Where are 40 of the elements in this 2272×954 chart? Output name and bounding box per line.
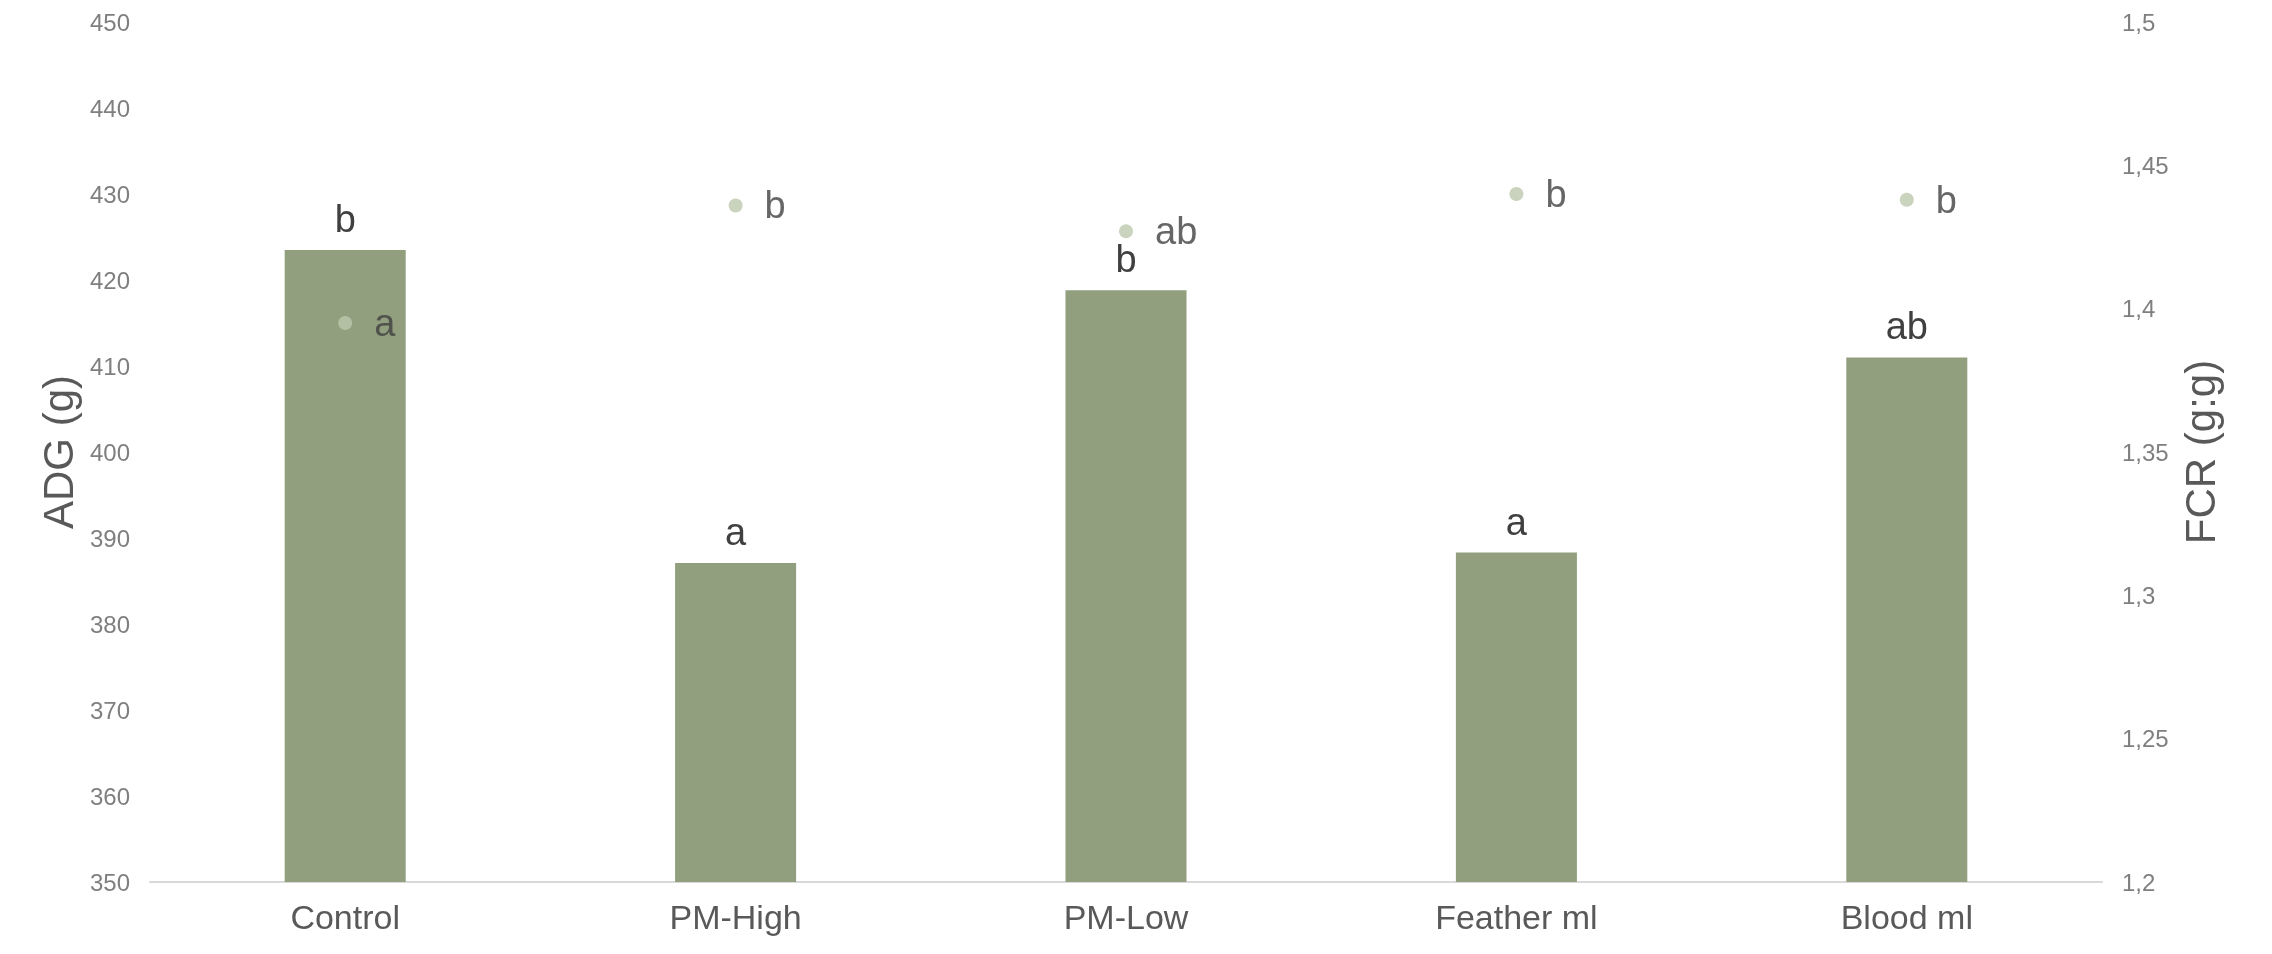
y-axis-title: ADG (g): [34, 374, 82, 530]
point: [1509, 187, 1524, 201]
y2-tick-label: 1,2: [2122, 868, 2156, 896]
y-tick-label: 400: [89, 438, 130, 466]
point: [338, 316, 353, 330]
y-tick-label: 350: [89, 868, 130, 896]
y2-tick-label: 1,5: [2122, 8, 2156, 36]
point: [1899, 192, 1914, 207]
y2-axis-title: FCR (g:g): [2177, 359, 2225, 545]
y-tick-label: 390: [89, 524, 130, 552]
x-tick-label: Control: [290, 898, 400, 936]
data-label: b: [334, 197, 356, 240]
y-tick-label: 420: [89, 266, 130, 294]
point: [1119, 224, 1133, 239]
y-tick-label: 450: [89, 8, 130, 36]
data-label: a: [1505, 500, 1528, 543]
y-tick-label: 410: [89, 352, 130, 380]
data-label: b: [1935, 178, 1957, 221]
data-label: b: [764, 184, 786, 227]
y2-tick-label: 1,25: [2122, 725, 2169, 753]
x-tick-label: Feather ml: [1435, 898, 1598, 936]
data-label: ab: [1885, 305, 1928, 348]
y-tick-label: 380: [89, 610, 130, 638]
point: [728, 198, 743, 213]
data-label: b: [1545, 173, 1567, 215]
y2-tick-label: 1,45: [2122, 151, 2169, 179]
y-tick-label: 440: [89, 94, 130, 122]
data-label: b: [1115, 238, 1137, 281]
y-tick-label: 430: [89, 180, 130, 208]
y2-tick-label: 1,3: [2122, 581, 2156, 609]
data-label: a: [725, 510, 748, 553]
y2-tick-label: 1,35: [2122, 438, 2169, 466]
y-tick-label: 370: [89, 696, 130, 724]
x-tick-label: Blood ml: [1840, 898, 1973, 936]
y2-tick-label: 1,4: [2122, 295, 2156, 323]
data-label: a: [374, 302, 397, 344]
data-label: ab: [1155, 210, 1198, 253]
y-tick-label: 360: [89, 782, 130, 810]
x-tick-label: PM-High: [669, 898, 802, 936]
x-tick-label: PM-Low: [1063, 898, 1189, 936]
